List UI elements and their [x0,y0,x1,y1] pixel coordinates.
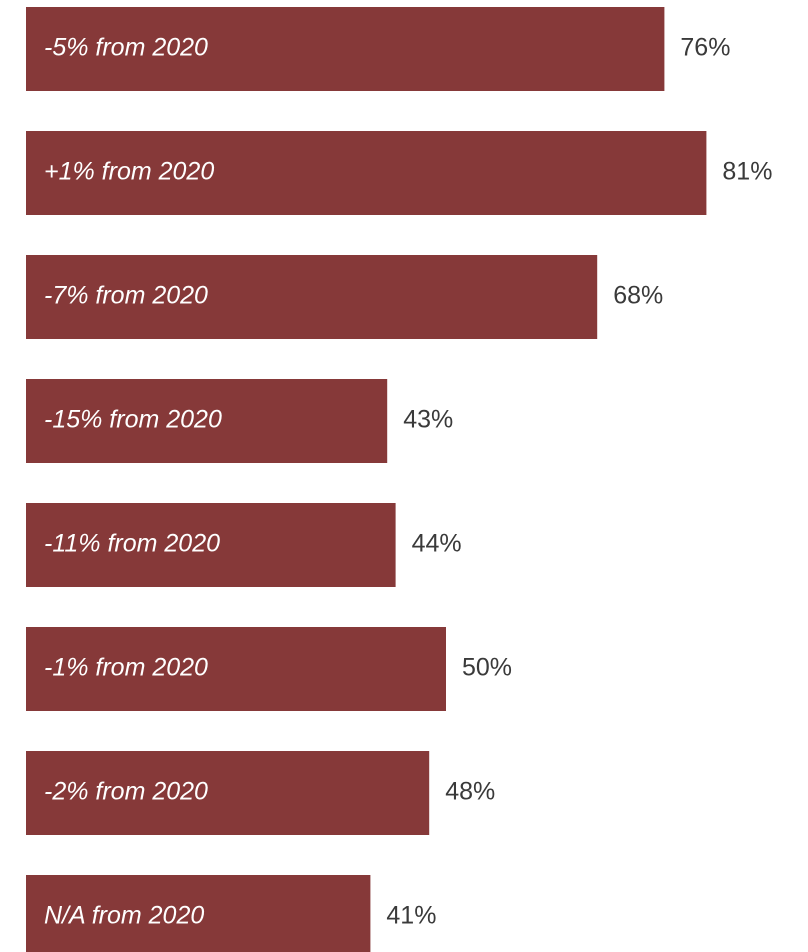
bar-group: -7% from 2020 68% [26,255,663,339]
bar-group: -5% from 2020 76% [26,7,730,91]
bar-value-label: 76% [680,34,730,62]
bar-change-label: N/A from 2020 [44,902,204,930]
bar-value-label: 50% [462,654,512,682]
bar-value-label: 68% [613,282,663,310]
bar-value-label: 41% [386,902,436,930]
bars-group: -5% from 2020 76% +1% from 2020 81% -7% from… [26,7,772,952]
bar-change-label: -1% from 2020 [44,654,208,682]
bar-change-label: -2% from 2020 [44,778,208,806]
bar-change-label: -7% from 2020 [44,282,208,310]
bar-value-label: 43% [403,406,453,434]
bar-group: -11% from 2020 44% [26,503,462,587]
bar-value-label: 48% [445,778,495,806]
bar-change-label: -5% from 2020 [44,34,208,62]
bar-group: N/A from 2020 41% [26,875,436,952]
bar-change-label: -15% from 2020 [44,406,222,434]
bar-group: +1% from 2020 81% [26,131,772,215]
bar-value-label: 44% [412,530,462,558]
bar-group: -1% from 2020 50% [26,627,512,711]
bar-value-label: 81% [722,158,772,186]
bar-change-label: -11% from 2020 [44,530,220,558]
bar-group: -2% from 2020 48% [26,751,495,835]
bar-change-label: +1% from 2020 [44,158,214,186]
bar-group: -15% from 2020 43% [26,379,453,463]
